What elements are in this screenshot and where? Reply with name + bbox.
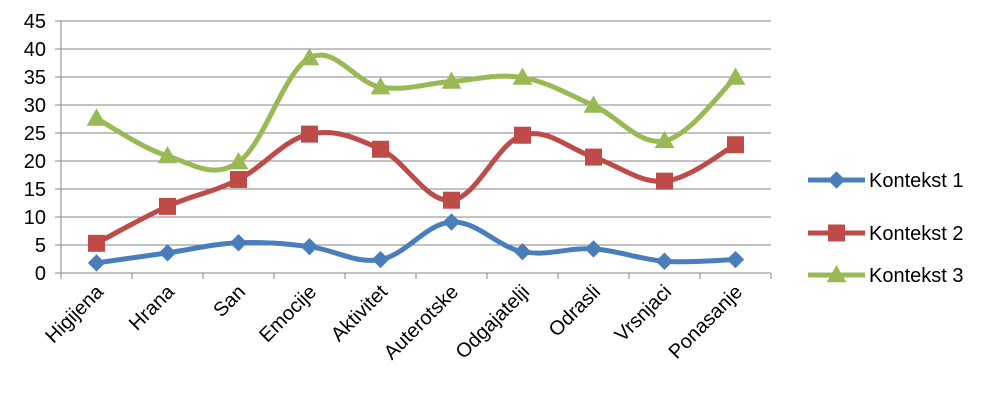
data-point-marker	[727, 136, 744, 154]
data-point-marker	[157, 145, 178, 164]
series-3	[86, 47, 746, 173]
data-point-marker	[442, 213, 461, 231]
data-point-marker	[301, 125, 318, 143]
y-tick-label: 40	[24, 39, 46, 61]
x-tick-label: Ponasanje	[665, 281, 747, 363]
legend-item: Kontekst 1	[808, 170, 964, 192]
data-point-marker	[86, 108, 107, 126]
data-point-marker	[583, 95, 604, 113]
y-tick-label: 0	[35, 263, 46, 285]
legend-marker	[827, 171, 846, 189]
data-point-marker	[655, 252, 674, 270]
data-point-marker	[88, 234, 105, 252]
y-tick-label: 25	[24, 123, 46, 145]
y-tick-label: 5	[35, 235, 46, 257]
series-2	[88, 125, 744, 252]
y-tick-label: 30	[24, 95, 46, 117]
legend-label: Kontekst 1	[869, 170, 964, 192]
series-line	[94, 219, 738, 266]
x-tick-label: Auterotske	[380, 281, 463, 364]
legend-label: Kontekst 2	[869, 223, 964, 245]
data-point-marker	[371, 250, 390, 269]
y-tick-label: 15	[24, 179, 46, 201]
legend-marker	[826, 264, 847, 283]
data-point-marker	[300, 237, 319, 256]
x-tick-label: Emocije	[255, 281, 321, 347]
x-tick-label: Odrasli	[545, 281, 605, 341]
data-point-marker	[158, 244, 177, 262]
data-point-marker	[443, 191, 460, 209]
x-tick-label: San	[209, 281, 250, 322]
data-point-marker	[726, 250, 745, 269]
series-1	[87, 213, 745, 272]
axes	[55, 20, 772, 279]
data-point-marker	[584, 240, 603, 258]
data-point-marker	[299, 47, 320, 66]
data-point-marker	[725, 67, 746, 85]
series-lines	[86, 47, 746, 272]
data-point-marker	[87, 254, 106, 272]
data-point-marker	[228, 152, 249, 170]
data-point-marker	[514, 126, 531, 144]
y-tick-label: 10	[24, 207, 46, 229]
x-tick-label: Vrsnjaci	[611, 281, 676, 346]
data-point-marker	[656, 172, 673, 190]
x-tick-label: Higijena	[41, 280, 108, 347]
x-tick-label: Odgajatelji	[452, 281, 534, 363]
data-point-marker	[512, 67, 533, 85]
data-point-marker	[441, 71, 462, 89]
series-line	[94, 129, 738, 246]
legend-marker	[828, 224, 845, 242]
series-line	[94, 52, 738, 173]
legend: Kontekst 1 Kontekst 2 Kontekst 3	[808, 170, 964, 287]
data-point-marker	[585, 148, 602, 166]
x-tick-label: Hrana	[125, 280, 180, 335]
data-point-marker	[230, 170, 247, 188]
legend-item: Kontekst 2	[808, 223, 964, 245]
data-point-marker	[159, 197, 176, 215]
data-point-marker	[370, 77, 391, 95]
x-tick-label: Aktivitet	[327, 281, 392, 346]
y-tick-label: 45	[24, 11, 46, 33]
data-point-marker	[229, 234, 248, 252]
y-axis-tick-labels: 0 5 10 15 20 25 30 35 40 45	[24, 11, 46, 285]
data-point-marker	[654, 130, 675, 149]
data-point-marker	[372, 140, 389, 158]
legend-item: Kontekst 3	[808, 264, 964, 287]
gridlines	[61, 20, 771, 274]
y-tick-label: 20	[24, 151, 46, 173]
x-axis-tick-labels: Higijena Hrana San Emocije AktivitetAuterots…	[41, 280, 747, 364]
legend-label: Kontekst 3	[869, 265, 964, 287]
data-point-marker	[513, 243, 532, 261]
y-tick-label: 35	[24, 67, 46, 89]
